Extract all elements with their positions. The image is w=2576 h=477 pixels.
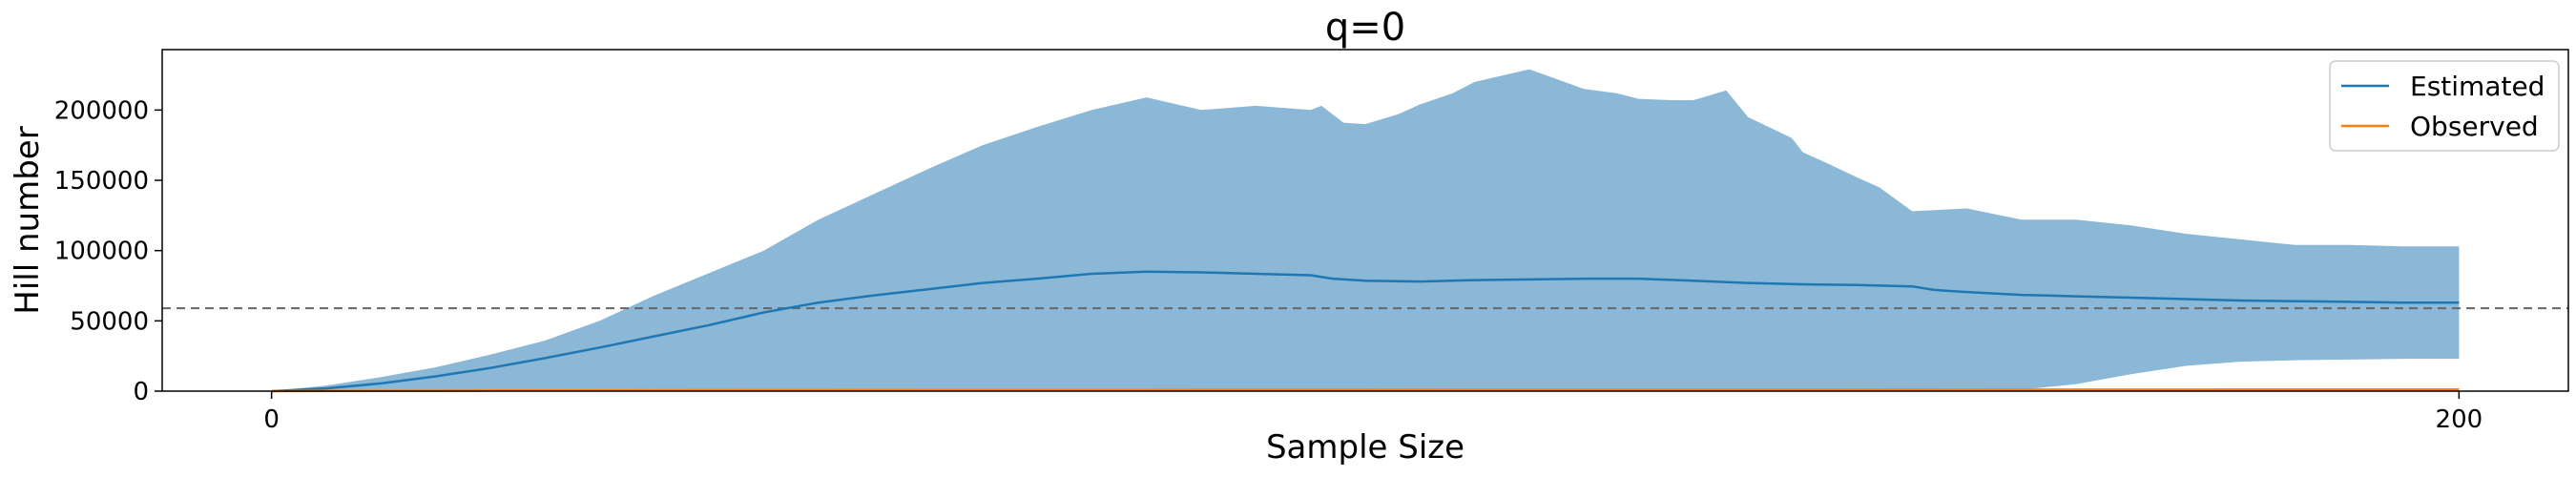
- legend: Estimated Observed: [2329, 60, 2560, 152]
- plot-area-frame: [161, 49, 2569, 392]
- x-tick-label: 0: [263, 405, 280, 434]
- axis-layer: 0 200 0 50000 100000 150000 200000: [54, 96, 2483, 434]
- x-axis-label: Sample Size: [1266, 428, 1465, 467]
- y-tick-label: 0: [133, 378, 149, 406]
- legend-label-estimated: Estimated: [2410, 71, 2545, 102]
- x-tick-label: 200: [2436, 405, 2483, 434]
- y-tick-label: 200000: [54, 96, 149, 125]
- confidence-band: [271, 69, 2460, 391]
- y-axis-label: Hill number: [9, 126, 47, 314]
- y-tick-label: 50000: [70, 307, 149, 336]
- legend-label-observed: Observed: [2410, 111, 2539, 142]
- chart-title: q=0: [1325, 6, 1405, 50]
- legend-box: [2329, 60, 2560, 152]
- series-line-estimated: [271, 270, 2460, 393]
- y-tick-label: 150000: [54, 167, 149, 196]
- confidence-band-layer: [271, 69, 2460, 391]
- y-tick-label: 100000: [54, 238, 149, 266]
